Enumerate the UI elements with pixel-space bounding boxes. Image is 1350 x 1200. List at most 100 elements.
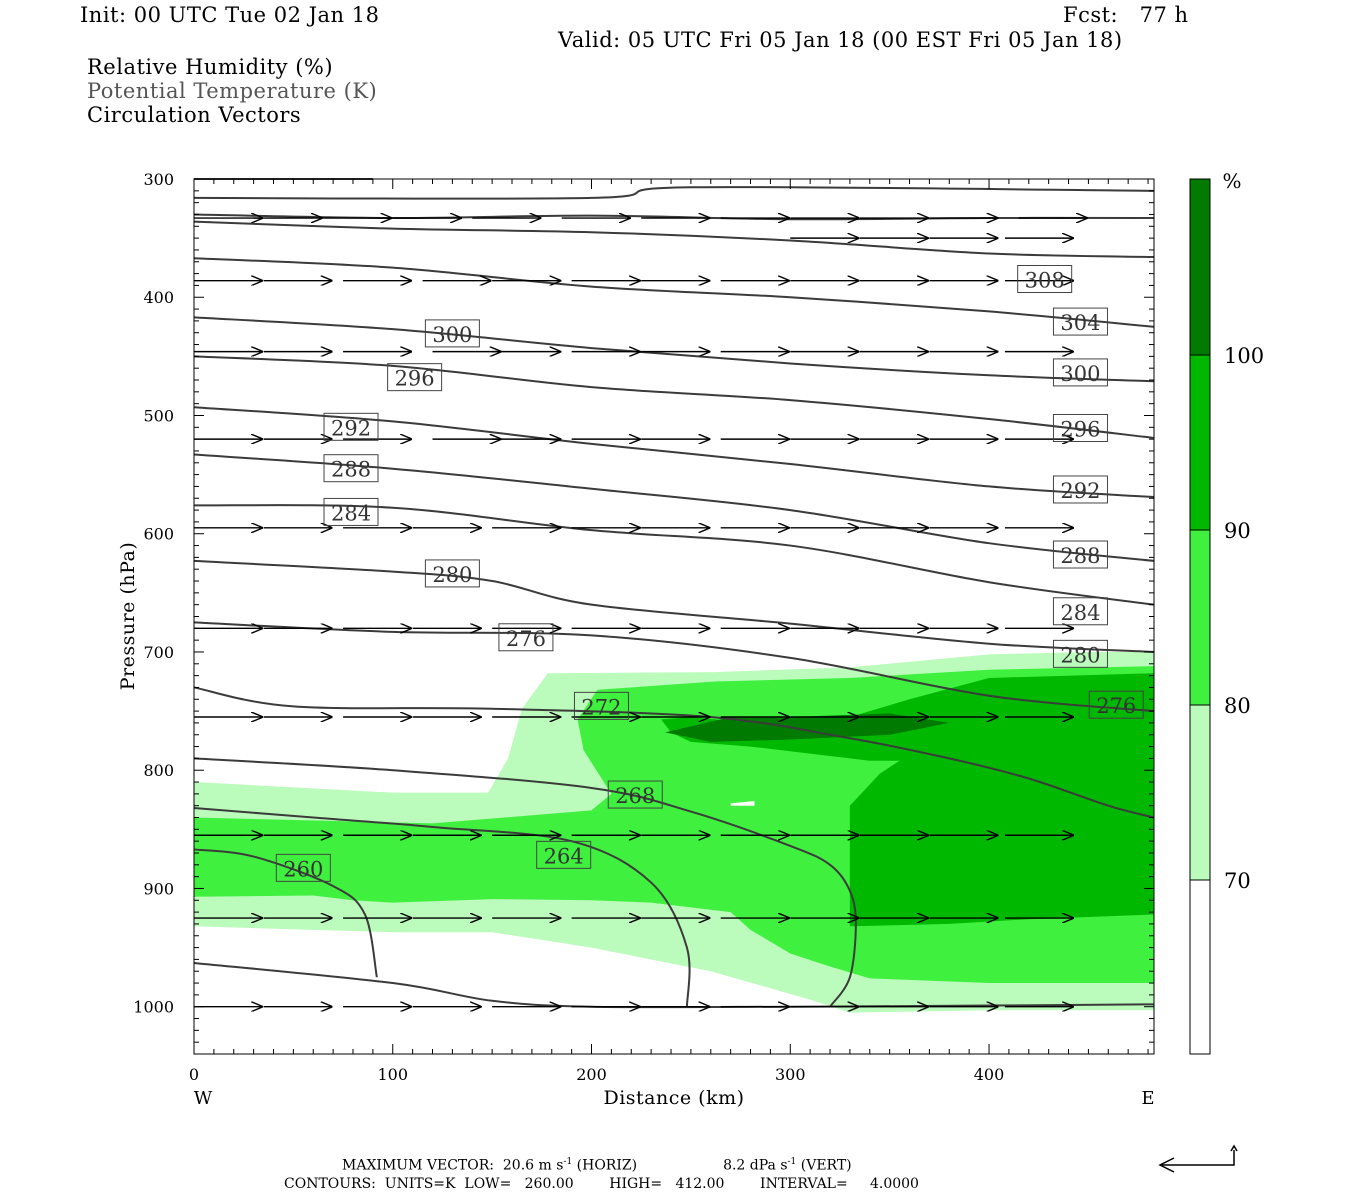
contour-label-box [1052,307,1108,336]
colorbar-70-80 [1190,705,1210,880]
contour-label-text: 292 [1060,479,1100,503]
contour-label-296: 296 [387,363,443,392]
theta-contour-308 [193,220,1155,259]
contour-label-box [1052,358,1108,387]
x-tick-label: 400 [974,1065,1005,1084]
contour-label-box [1017,265,1073,294]
x-tick-label: 0 [189,1065,199,1084]
contour-label-288: 288 [323,454,379,483]
contour-label-text: 276 [1096,694,1136,718]
contour-label-text: 296 [1060,417,1100,441]
y-tick-label: 400 [143,288,174,307]
contour-label-276: 276 [498,623,554,652]
contour-label-text: 308 [1025,269,1065,293]
contour-label-292: 292 [1052,475,1108,504]
contour-label-box [607,780,663,809]
theta-contour-264 [193,807,691,1007]
contour-label-box [536,840,592,869]
init-time: Init: 00 UTC Tue 02 Jan 18 [80,3,380,27]
contour-label-text: 300 [432,323,472,347]
colorbar-unit: % [1222,169,1241,193]
contour-label-text: 304 [1060,311,1100,335]
colorbar-level-label: 100 [1224,344,1264,368]
contour-label-300: 300 [1052,358,1108,387]
rh-region-gap [730,800,755,806]
contour-label-272: 272 [573,691,629,720]
contour-label-text: 272 [581,695,621,719]
contour-label-text: 300 [1060,362,1100,386]
contour-label-box [424,319,480,348]
contour-label-304: 304 [1052,307,1108,336]
contour-label-text: 280 [1060,643,1100,667]
contour-label-text: 280 [432,563,472,587]
theta-contour-292 [193,406,1155,499]
contour-label-280: 280 [1052,639,1108,668]
y-tick-label: 600 [143,525,174,544]
contour-label-box [573,691,629,720]
theta-contour-288 [193,453,1155,562]
contours-info-line: CONTOURS: UNITS=K LOW= 260.00 HIGH= 412.… [284,1176,919,1192]
valid-time: Valid: 05 UTC Fri 05 Jan 18 (00 EST Fri … [558,28,1123,52]
y-tick-label: 300 [143,170,174,189]
contour-label-box [275,853,331,882]
contour-label-box [323,454,379,483]
x-tick-label: 300 [775,1065,806,1084]
contour-label-288: 288 [1052,540,1108,569]
y-tick-label: 1000 [133,998,174,1017]
contour-label-264: 264 [536,840,592,869]
contour-label-268: 268 [607,780,663,809]
contour-label-text: 260 [283,857,323,881]
contour-label-text: 276 [506,627,546,651]
max-vector-line: MAXIMUM VECTOR: 20.6 m s-1 (HORIZ) 8.2 dP… [342,1157,852,1174]
theta-contour-300 [193,316,1155,383]
contour-label-text: 288 [331,458,371,482]
contour-label-box [323,497,379,526]
contour-label-box [323,412,379,441]
colorbar-100 [1190,179,1210,355]
contour-label-text: 284 [1060,601,1100,625]
theta-contour-276 [193,621,1155,713]
west-label: W [194,1088,213,1109]
x-tick-label: 200 [576,1065,607,1084]
theta-contour [193,186,1155,200]
y-tick-label: 500 [143,406,174,425]
colorbar-level-label: 80 [1224,694,1251,718]
contour-label-260: 260 [275,853,331,882]
contour-label-280: 280 [424,559,480,588]
theta-contour-268 [193,757,857,1008]
field-rh-label: Relative Humidity (%) [87,55,334,79]
y-axis-title: Pressure (hPa) [117,542,139,691]
contour-label-box [1088,690,1144,719]
colorbar-90-100 [1190,355,1210,530]
colorbar-below-70 [1190,880,1210,1054]
theta-contour-280 [193,559,1155,653]
contour-label-box [1052,597,1108,626]
contour-label-284: 284 [323,497,379,526]
contour-label-296: 296 [1052,413,1108,442]
contour-label-text: 292 [331,416,371,440]
forecast-hour: Fcst: 77 h [1063,3,1189,27]
contour-label-box [1052,540,1108,569]
y-tick-label: 700 [143,643,174,662]
contour-label-text: 296 [395,367,435,391]
colorbar-level-label: 70 [1224,869,1251,893]
contour-label-284: 284 [1052,597,1108,626]
field-vectors-label: Circulation Vectors [87,103,302,127]
theta-contour-272 [193,686,1155,819]
theta-contour-284 [193,504,1155,606]
reference-vector [1158,1144,1238,1173]
colorbar-level-label: 90 [1224,519,1251,543]
theta-contour-296 [193,355,1155,439]
east-label: E [1141,1088,1154,1109]
contour-label-box [424,559,480,588]
contour-label-box [1052,475,1108,504]
y-tick-label: 800 [143,761,174,780]
contour-label-text: 284 [331,501,371,525]
contour-label-text: 268 [615,784,655,808]
x-axis-title: Distance (km) [603,1087,744,1109]
colorbar-frame [1189,178,1211,1055]
contour-label-box [498,623,554,652]
contour-label-box [387,363,443,392]
colorbar: 70 80 90 100 [1189,178,1264,1055]
